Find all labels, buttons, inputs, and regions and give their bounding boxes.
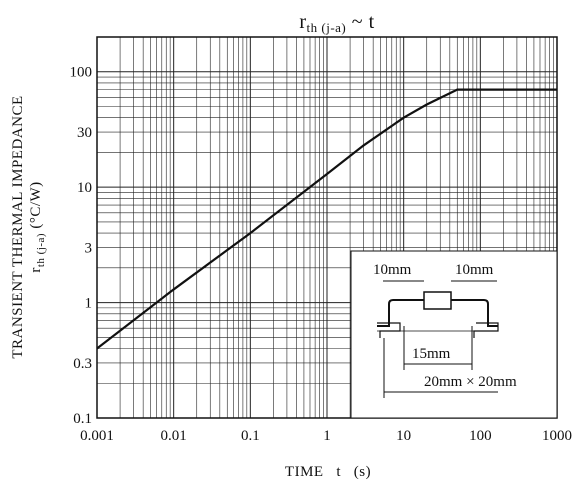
inset-frame <box>350 250 558 419</box>
inset-right-lead <box>451 299 498 327</box>
inset-right-pad-label: 10mm <box>455 262 494 278</box>
x-tick-label: 0.1 <box>241 428 260 444</box>
chart-title-tail: ~ t <box>346 11 374 33</box>
y-tick-label: 3 <box>85 241 93 257</box>
x-tick-label: 100 <box>469 428 492 444</box>
y-tick-label: 100 <box>70 65 93 81</box>
x-tick-label: 1 <box>323 428 331 444</box>
inset-lead-span-label: 15mm <box>412 346 451 362</box>
x-tick-label: 10 <box>396 428 411 444</box>
y-tick-label: 30 <box>77 125 92 141</box>
inset-board-label: 20mm × 20mm <box>424 374 517 390</box>
y-tick-label: 0.3 <box>73 356 92 372</box>
y-tick-label: 0.1 <box>73 411 92 427</box>
y-axis-title-main: r <box>28 267 44 273</box>
chart-title-sub: th (j-a) <box>307 20 347 35</box>
chart-title: rth (j-a) ~ t <box>299 11 374 35</box>
x-tick-labels: 0.001 0.01 0.1 1 10 100 1000 <box>80 428 572 444</box>
x-tick-label: 1000 <box>542 428 572 444</box>
series-layer <box>96 88 557 350</box>
y-tick-labels: 0.1 0.3 1 3 10 30 100 <box>70 65 93 427</box>
x-axis-title: TIME t (s) <box>285 464 371 480</box>
mounting-diagram-inset: 10mm 10mm 15mm 20mm × 20mm <box>350 250 558 419</box>
x-tick-label: 0.01 <box>161 428 187 444</box>
y-axis-title-line2: rth (j-a) (°C/W) <box>28 181 47 272</box>
inset-component-body <box>423 291 452 310</box>
chart-title-main: r <box>299 11 306 33</box>
series-line <box>96 88 557 350</box>
y-axis-title-unit: (°C/W) <box>28 181 44 228</box>
y-tick-label: 10 <box>77 180 92 196</box>
plot-frame <box>96 36 558 419</box>
y-axis-title-sub: th (j-a) <box>35 233 47 267</box>
y-axis-title-line1: TRANSIENT THERMAL IMPEDANCE <box>10 95 26 358</box>
y-tick-label: 1 <box>85 296 93 312</box>
y-axis-title: TRANSIENT THERMAL IMPEDANCE rth (j-a) (°… <box>10 95 47 358</box>
inset-left-pad-label: 10mm <box>373 262 412 278</box>
x-tick-label: 0.001 <box>80 428 114 444</box>
inset-left-lead <box>377 299 424 327</box>
